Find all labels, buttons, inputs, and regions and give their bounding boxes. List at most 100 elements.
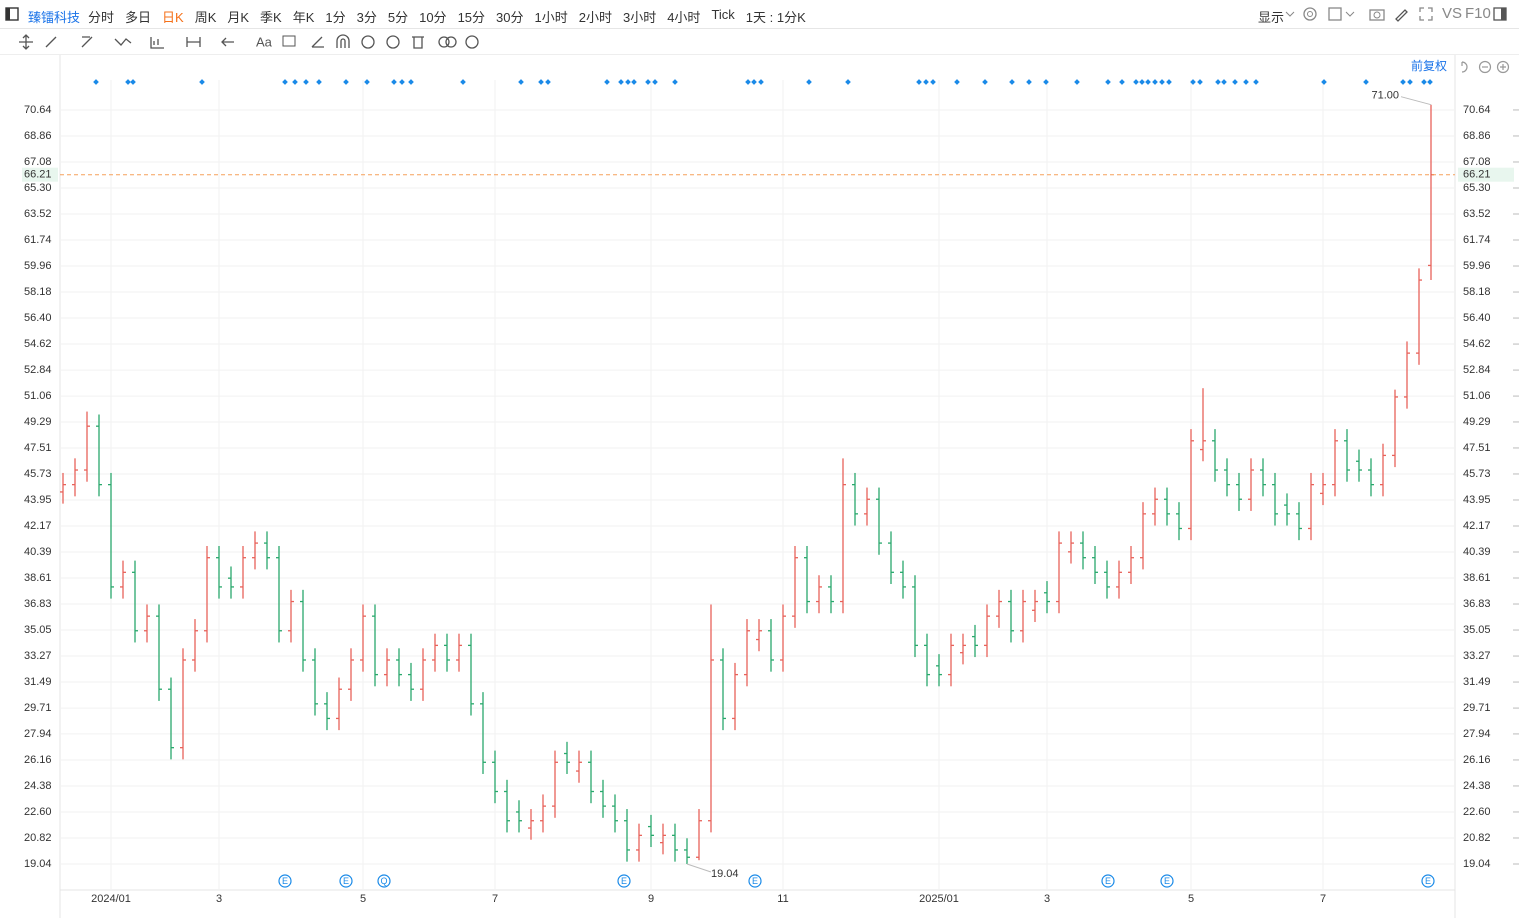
line-tool[interactable] bbox=[45, 36, 57, 48]
period-tab[interactable]: 1天 : 1分K bbox=[745, 10, 806, 25]
camera-icon[interactable] bbox=[1369, 6, 1385, 22]
adjust-button[interactable]: 前复权 bbox=[1411, 58, 1447, 73]
ohlc-bar bbox=[612, 794, 618, 833]
period-tab[interactable]: 5分 bbox=[387, 10, 409, 25]
period-tab[interactable]: 10分 bbox=[419, 10, 447, 25]
text-tool[interactable]: Aa bbox=[256, 34, 273, 49]
settings-icon[interactable] bbox=[1302, 6, 1318, 22]
lock-tool[interactable] bbox=[361, 35, 375, 49]
event-dot bbox=[1139, 79, 1145, 85]
display-menu[interactable]: 显示 bbox=[1258, 10, 1285, 25]
y-tick-label: 68.86 bbox=[24, 130, 52, 142]
event-dot bbox=[758, 79, 764, 85]
x-tick-label: 7 bbox=[492, 893, 498, 905]
event-dot bbox=[1133, 79, 1139, 85]
period-tab[interactable]: 季K bbox=[260, 10, 282, 25]
event-letter: E bbox=[1164, 876, 1170, 886]
event-letter: E bbox=[282, 876, 288, 886]
channel-tool[interactable] bbox=[81, 36, 93, 48]
period-tab[interactable]: 月K bbox=[227, 10, 250, 25]
x-tick-label: 2025/01 bbox=[919, 893, 959, 905]
event-icon bbox=[617, 874, 631, 888]
period-tab[interactable]: 分时 bbox=[88, 10, 115, 25]
ohlc-bar bbox=[912, 575, 918, 658]
ohlc-bar bbox=[744, 619, 750, 687]
ohlc-bar bbox=[708, 604, 714, 833]
layout-icon[interactable] bbox=[1328, 6, 1356, 22]
ohlc-bar bbox=[312, 648, 318, 716]
period-tab[interactable]: 3分 bbox=[356, 10, 377, 25]
period-tab[interactable]: 年K bbox=[292, 10, 315, 25]
ohlc-bar bbox=[108, 472, 114, 599]
min-pointer bbox=[686, 863, 712, 873]
fib-tool[interactable] bbox=[150, 37, 164, 49]
ohlc-bar bbox=[192, 619, 198, 672]
period-tab[interactable]: 3小时 bbox=[622, 10, 657, 25]
period-tab[interactable]: 1小时 bbox=[534, 10, 568, 25]
event-dot bbox=[303, 79, 309, 85]
f10-button[interactable]: F10 bbox=[1465, 5, 1491, 22]
y-tick-label: 33.27 bbox=[24, 650, 52, 662]
period-tab[interactable]: 多日 bbox=[125, 10, 152, 25]
period-tab[interactable]: 1分 bbox=[325, 10, 346, 25]
x-tick-label: 2024/01 bbox=[91, 893, 131, 905]
period-tab[interactable]: 4小时 bbox=[667, 10, 701, 25]
ohlc-bar bbox=[696, 809, 702, 861]
y-tick-label: 45.73 bbox=[1463, 468, 1491, 480]
magnet-tool[interactable] bbox=[336, 34, 350, 48]
angle-tool[interactable] bbox=[311, 36, 324, 48]
period-tab[interactable]: Tick bbox=[711, 7, 735, 22]
ohlc-bar bbox=[684, 838, 690, 864]
y-tick-label: 49.29 bbox=[24, 416, 52, 428]
vs-button[interactable]: VS bbox=[1442, 5, 1463, 22]
ohlc-bar bbox=[768, 619, 774, 672]
period-tab[interactable]: 周K bbox=[194, 10, 217, 25]
y-tick-label: 59.96 bbox=[24, 260, 52, 272]
event-dot bbox=[1197, 79, 1203, 85]
y-tick-label: 29.71 bbox=[24, 702, 52, 714]
delete-tool[interactable] bbox=[412, 36, 424, 49]
ohlc-bar bbox=[1008, 589, 1014, 643]
y-tick-label: 63.52 bbox=[24, 208, 52, 220]
event-dot bbox=[282, 79, 288, 85]
move-tool[interactable] bbox=[19, 34, 33, 50]
ohlc-bar bbox=[1416, 268, 1422, 365]
event-dot bbox=[1243, 79, 1249, 85]
y-tick-label: 56.40 bbox=[1463, 312, 1491, 324]
price-label: 66.21 bbox=[1463, 169, 1491, 181]
sidebar-icon[interactable] bbox=[5, 7, 19, 21]
wave-tool[interactable] bbox=[114, 38, 132, 46]
fullscreen-icon[interactable] bbox=[1418, 6, 1434, 22]
hide-tool[interactable] bbox=[386, 35, 400, 49]
panel-icon[interactable] bbox=[1493, 7, 1507, 21]
y-tick-label: 40.39 bbox=[24, 546, 52, 558]
ohlc-bar bbox=[576, 750, 582, 783]
compare-tool[interactable] bbox=[438, 36, 450, 48]
note-tool[interactable] bbox=[282, 35, 296, 47]
pen-icon[interactable] bbox=[1393, 6, 1409, 22]
ohlc-bar bbox=[636, 823, 642, 862]
ohlc-bar bbox=[756, 619, 762, 652]
ohlc-bar bbox=[588, 750, 594, 804]
period-tab[interactable]: 15分 bbox=[457, 10, 486, 25]
zoom-out-icon[interactable] bbox=[1478, 60, 1492, 74]
period-tab[interactable]: 日K bbox=[162, 10, 184, 25]
arrow-tool[interactable] bbox=[221, 37, 234, 47]
event-dot bbox=[1026, 79, 1032, 85]
event-letter: E bbox=[1425, 876, 1431, 886]
event-dot bbox=[845, 79, 851, 85]
ohlc-bar bbox=[168, 677, 174, 760]
reset-icon[interactable] bbox=[1461, 61, 1468, 73]
y-tick-label: 65.30 bbox=[1463, 182, 1491, 194]
zoom-in-icon[interactable] bbox=[1496, 60, 1510, 74]
y-tick-label: 52.84 bbox=[1463, 364, 1491, 376]
ohlc-bar bbox=[780, 604, 786, 672]
tool-settings[interactable] bbox=[465, 35, 479, 49]
symbol-name[interactable]: 臻镭科技 bbox=[28, 10, 81, 25]
ohlc-bar bbox=[384, 648, 390, 687]
event-dot bbox=[916, 79, 922, 85]
period-tab[interactable]: 30分 bbox=[496, 10, 524, 25]
measure-tool[interactable] bbox=[186, 37, 201, 47]
period-tab[interactable]: 2小时 bbox=[578, 10, 612, 25]
